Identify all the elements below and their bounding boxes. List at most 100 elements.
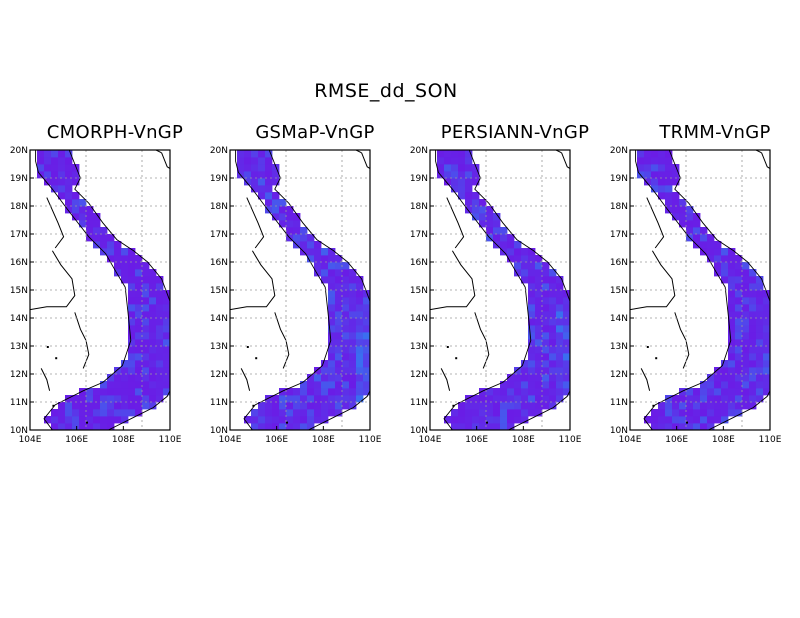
rmse-cell xyxy=(521,269,529,277)
rmse-cell xyxy=(135,269,143,277)
rmse-cell xyxy=(514,409,522,417)
lat-tick-label: 17N xyxy=(410,230,428,240)
island-dot xyxy=(252,404,255,407)
rmse-cell xyxy=(679,402,687,410)
rmse-cell xyxy=(107,402,115,410)
rmse-cell xyxy=(672,409,680,417)
rmse-cell xyxy=(272,192,280,200)
rmse-cell xyxy=(142,318,150,326)
rmse-cell xyxy=(472,164,480,172)
rmse-cell xyxy=(693,402,701,410)
rmse-cell xyxy=(342,311,350,319)
rmse-cell xyxy=(500,241,508,249)
rmse-cell xyxy=(349,353,357,361)
island-dot xyxy=(455,357,458,360)
rmse-cell xyxy=(279,388,287,396)
lat-tick-label: 17N xyxy=(10,230,28,240)
rmse-cell xyxy=(644,171,652,179)
rmse-cell xyxy=(356,381,364,389)
rmse-cell xyxy=(79,220,87,228)
rmse-cell xyxy=(549,374,557,382)
rmse-cell xyxy=(349,297,357,305)
rmse-cell xyxy=(335,304,343,312)
rmse-cell xyxy=(556,346,564,354)
rmse-cell xyxy=(356,290,364,298)
lon-tick-label: 106E xyxy=(65,435,88,445)
rmse-cell xyxy=(156,388,164,396)
rmse-cell xyxy=(500,395,508,403)
rmse-cell xyxy=(65,423,73,430)
rmse-cell xyxy=(128,374,136,382)
border-line xyxy=(246,197,265,249)
rmse-cell xyxy=(665,395,673,403)
rmse-cell xyxy=(114,374,122,382)
map-svg: 10N 11N 12N 13N 14N 15N 16N 17N 18N 19N 20N 104E 106… xyxy=(210,146,382,445)
rmse-cell xyxy=(349,276,357,284)
rmse-cell xyxy=(335,290,343,298)
rmse-cell xyxy=(521,374,529,382)
island-dot xyxy=(646,346,649,348)
border-line xyxy=(561,152,570,170)
rmse-cell xyxy=(742,269,750,277)
rmse-cell xyxy=(121,416,129,424)
rmse-cell xyxy=(493,402,501,410)
rmse-cell xyxy=(335,283,343,291)
rmse-cell xyxy=(286,206,294,214)
rmse-cell xyxy=(328,374,336,382)
rmse-cell xyxy=(679,409,687,417)
rmse-cell xyxy=(556,388,564,396)
rmse-cell xyxy=(735,283,743,291)
rmse-cell xyxy=(700,388,708,396)
rmse-cell xyxy=(549,304,557,312)
rmse-cell xyxy=(658,164,666,172)
rmse-cell xyxy=(728,381,736,389)
rmse-cell xyxy=(163,346,170,354)
rmse-cell xyxy=(349,304,357,312)
rmse-cell xyxy=(244,178,252,186)
rmse-cell xyxy=(244,416,252,424)
rmse-cell xyxy=(658,192,666,200)
rmse-cell xyxy=(135,304,143,312)
rmse-cell xyxy=(279,423,287,430)
rmse-cell xyxy=(335,381,343,389)
rmse-cell xyxy=(514,402,522,410)
rmse-cell xyxy=(356,374,364,382)
rmse-cell xyxy=(521,367,529,375)
rmse-cell xyxy=(107,374,115,382)
rmse-cell xyxy=(272,199,280,207)
rmse-cell xyxy=(686,409,694,417)
lat-tick-label: 16N xyxy=(10,258,28,268)
rmse-cell xyxy=(286,416,294,424)
rmse-cell xyxy=(756,395,764,403)
rmse-cell xyxy=(363,374,370,382)
rmse-cell xyxy=(237,157,245,165)
rmse-cell xyxy=(749,297,757,305)
rmse-cell xyxy=(658,150,666,158)
rmse-cell xyxy=(549,402,557,410)
lat-tick-label: 14N xyxy=(610,314,628,324)
rmse-cell xyxy=(500,227,508,235)
lat-tick-label: 11N xyxy=(410,398,428,408)
rmse-cell xyxy=(451,409,459,417)
rmse-cell xyxy=(493,388,501,396)
rmse-cell xyxy=(286,423,294,430)
rmse-cell xyxy=(728,290,736,298)
rmse-cell xyxy=(700,423,708,430)
rmse-cell xyxy=(135,395,143,403)
rmse-cell xyxy=(707,409,715,417)
rmse-cell xyxy=(507,234,515,242)
rmse-cell xyxy=(107,416,115,424)
rmse-cell xyxy=(528,339,536,347)
rmse-cell xyxy=(735,353,743,361)
rmse-cell xyxy=(44,157,52,165)
rmse-cell xyxy=(363,381,370,389)
rmse-cell xyxy=(742,318,750,326)
rmse-cell xyxy=(528,332,536,340)
rmse-cell xyxy=(163,318,170,326)
rmse-cell xyxy=(72,192,80,200)
lat-tick-label: 12N xyxy=(210,370,228,380)
rmse-cell xyxy=(342,262,350,270)
rmse-cell xyxy=(637,164,645,172)
rmse-cell xyxy=(535,409,543,417)
rmse-cell xyxy=(321,395,329,403)
